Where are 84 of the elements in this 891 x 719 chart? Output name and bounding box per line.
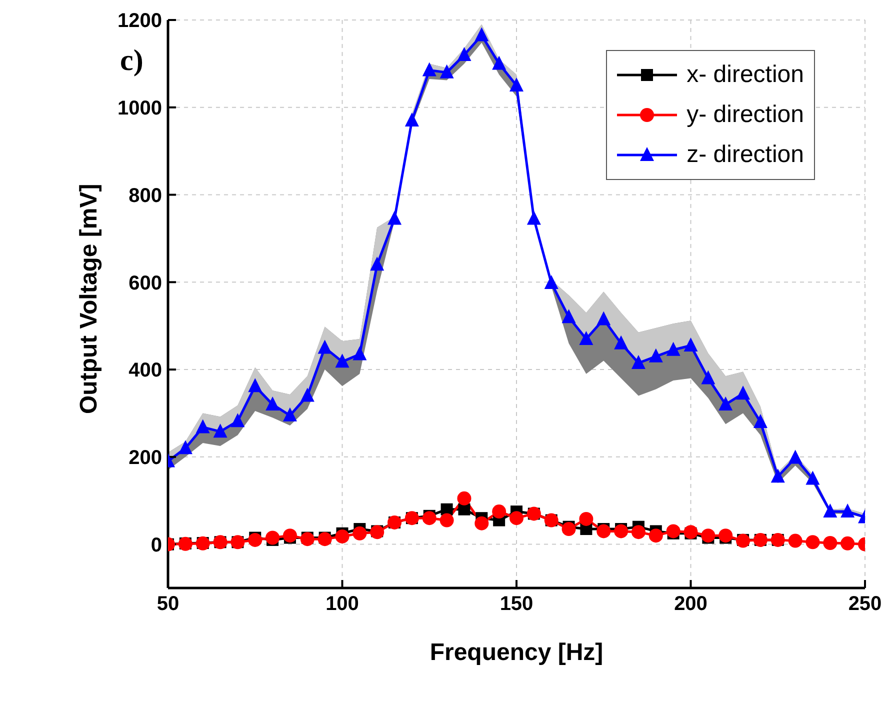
point — [684, 338, 698, 352]
legend-label: y- direction — [686, 101, 804, 129]
point — [788, 450, 802, 464]
text: c) — [120, 44, 144, 78]
point — [544, 275, 558, 290]
point — [579, 330, 594, 345]
point — [788, 534, 802, 548]
point — [352, 346, 367, 360]
x-tick-label: 250 — [848, 593, 882, 616]
x-tick-label: 100 — [326, 593, 359, 616]
y-tick-label: 400 — [128, 360, 162, 382]
point — [562, 309, 576, 324]
point — [648, 348, 663, 362]
point — [404, 112, 419, 126]
point — [840, 504, 855, 518]
point — [422, 511, 436, 526]
point — [579, 512, 594, 526]
point — [753, 414, 768, 428]
point — [266, 530, 280, 545]
point — [510, 511, 524, 526]
point — [474, 27, 489, 42]
point — [614, 335, 628, 350]
point — [196, 419, 210, 434]
point — [823, 536, 838, 550]
point — [474, 516, 489, 530]
point — [526, 210, 541, 225]
point — [631, 354, 646, 369]
point — [248, 378, 262, 392]
point — [718, 528, 733, 543]
point — [701, 528, 716, 543]
point — [666, 342, 680, 356]
point — [266, 396, 280, 410]
point — [614, 524, 628, 538]
point — [648, 528, 663, 543]
point — [213, 424, 228, 438]
point — [457, 46, 472, 61]
point — [370, 256, 384, 271]
y-tick-label: 200 — [128, 447, 162, 470]
point — [492, 504, 506, 519]
point — [806, 535, 820, 550]
point — [492, 56, 506, 70]
point — [335, 529, 350, 544]
x-tick-label: 200 — [674, 593, 708, 616]
point — [335, 354, 350, 368]
y-tick-label: 1200 — [118, 10, 162, 32]
point — [282, 407, 297, 422]
point — [318, 340, 332, 354]
y-tick-label: 600 — [128, 272, 162, 294]
point — [248, 532, 262, 547]
point — [422, 62, 436, 76]
point — [458, 503, 470, 516]
y-axis-title: Output Voltage [mV] — [76, 184, 103, 414]
point — [840, 536, 855, 550]
point — [300, 532, 314, 546]
y-tick-label: 1000 — [118, 97, 162, 120]
legend-label: z- direction — [686, 141, 804, 169]
point — [736, 386, 750, 400]
legend-label: x- direction — [686, 61, 804, 89]
point — [510, 78, 524, 92]
point — [230, 413, 245, 428]
point — [701, 370, 716, 384]
point — [300, 388, 314, 402]
point — [770, 468, 785, 483]
y-tick-label: 0 — [150, 534, 162, 556]
x-tick-label: 50 — [156, 593, 180, 616]
point — [631, 525, 646, 540]
x-tick-label: 150 — [500, 593, 534, 616]
point — [440, 513, 454, 528]
point — [440, 64, 454, 78]
point — [457, 491, 472, 506]
point — [596, 311, 611, 326]
point — [282, 528, 297, 543]
point — [823, 504, 838, 518]
point — [388, 210, 402, 225]
x-axis-title: Frequency [Hz] — [430, 639, 604, 666]
point — [178, 440, 192, 454]
point — [562, 522, 576, 536]
point — [352, 526, 367, 540]
y-tick-label: 800 — [128, 184, 162, 207]
point — [806, 470, 820, 485]
point — [318, 532, 332, 546]
point — [718, 396, 733, 410]
point — [596, 524, 611, 538]
point — [666, 524, 680, 538]
